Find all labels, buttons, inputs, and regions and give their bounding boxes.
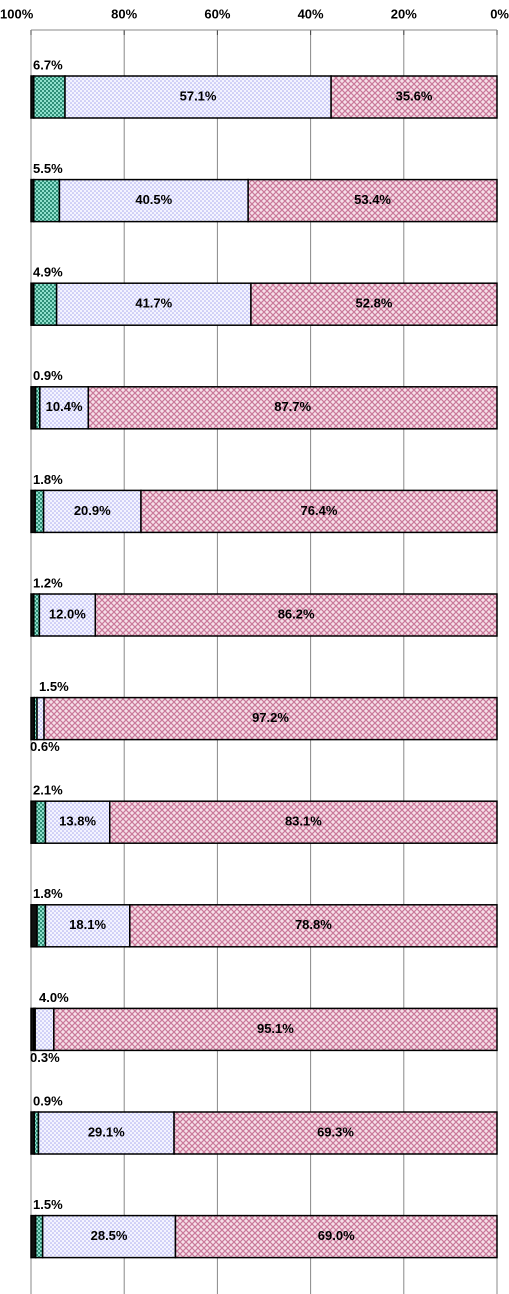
x-tick-label: 60% bbox=[204, 6, 230, 21]
value-label: 69.0% bbox=[318, 1228, 355, 1243]
bar-segment bbox=[33, 593, 41, 637]
x-tick-label: 20% bbox=[391, 6, 417, 21]
value-label: 40.5% bbox=[135, 192, 172, 207]
bar-segment bbox=[34, 800, 47, 844]
value-label: 28.5% bbox=[91, 1228, 128, 1243]
value-label: 69.3% bbox=[317, 1124, 354, 1139]
bar-segment bbox=[33, 178, 61, 223]
bar-segment bbox=[58, 178, 249, 223]
value-label: 13.8% bbox=[59, 814, 96, 829]
x-tick-label: 80% bbox=[111, 6, 137, 21]
value-label: 6.7% bbox=[33, 57, 63, 72]
value-label: 0.3% bbox=[30, 1050, 60, 1065]
bar-segment bbox=[41, 1214, 177, 1259]
bar-segment bbox=[38, 593, 97, 637]
bar-segment bbox=[129, 904, 498, 948]
x-tick-label: 40% bbox=[298, 6, 324, 21]
value-label: 1.8% bbox=[33, 472, 63, 487]
value-label: 12.0% bbox=[49, 606, 86, 621]
x-tick-label: 100% bbox=[0, 6, 34, 21]
bar-segment bbox=[174, 1214, 498, 1259]
value-label: 97.2% bbox=[252, 710, 289, 725]
bar-segment bbox=[34, 1007, 55, 1052]
value-label: 35.6% bbox=[396, 88, 433, 103]
x-tick-label: 0% bbox=[490, 6, 509, 21]
value-label: 0.9% bbox=[33, 1093, 63, 1108]
value-label: 1.5% bbox=[39, 679, 69, 694]
bar-segment bbox=[330, 75, 498, 119]
bar-segment bbox=[94, 593, 498, 637]
bar-segment bbox=[250, 282, 498, 326]
bar-segment bbox=[36, 904, 47, 948]
bar-segment bbox=[44, 800, 111, 844]
bar-segment bbox=[109, 800, 498, 844]
value-label: 76.4% bbox=[301, 503, 338, 518]
value-label: 87.7% bbox=[274, 399, 311, 414]
bar-segment bbox=[30, 904, 38, 948]
value-label: 86.2% bbox=[278, 606, 315, 621]
bar-segment bbox=[140, 489, 498, 534]
bar-segment bbox=[43, 696, 498, 741]
value-label: 2.1% bbox=[33, 783, 63, 798]
value-label: 4.9% bbox=[33, 265, 63, 280]
value-label: 53.4% bbox=[354, 192, 391, 207]
value-label: 20.9% bbox=[74, 503, 111, 518]
value-label: 83.1% bbox=[285, 814, 322, 829]
value-label: 0.6% bbox=[30, 739, 60, 754]
value-label: 5.5% bbox=[33, 161, 63, 176]
value-label: 18.1% bbox=[69, 917, 106, 932]
bar-segment bbox=[42, 489, 142, 534]
value-label: 78.8% bbox=[295, 917, 332, 932]
value-label: 52.8% bbox=[356, 296, 393, 311]
value-label: 57.1% bbox=[180, 88, 217, 103]
bar-segment bbox=[173, 1111, 498, 1155]
value-label: 95.1% bbox=[257, 1021, 294, 1036]
bar-segment bbox=[33, 282, 58, 326]
bar-segment bbox=[34, 1214, 44, 1259]
bar-segment bbox=[33, 75, 66, 119]
value-label: 4.0% bbox=[39, 990, 69, 1005]
value-label: 0.9% bbox=[33, 368, 63, 383]
bar-segment bbox=[39, 386, 90, 430]
bar-segment bbox=[87, 386, 498, 430]
bar-segment bbox=[53, 1007, 498, 1052]
value-label: 10.4% bbox=[46, 399, 83, 414]
bar-segment bbox=[37, 1111, 175, 1155]
value-label: 1.5% bbox=[33, 1197, 63, 1212]
value-label: 1.2% bbox=[33, 575, 63, 590]
value-label: 29.1% bbox=[88, 1124, 125, 1139]
bar-segment bbox=[247, 178, 498, 223]
bar-segment bbox=[36, 696, 45, 741]
bar-segment bbox=[34, 489, 45, 534]
value-label: 1.8% bbox=[33, 886, 63, 901]
value-label: 41.7% bbox=[135, 296, 172, 311]
